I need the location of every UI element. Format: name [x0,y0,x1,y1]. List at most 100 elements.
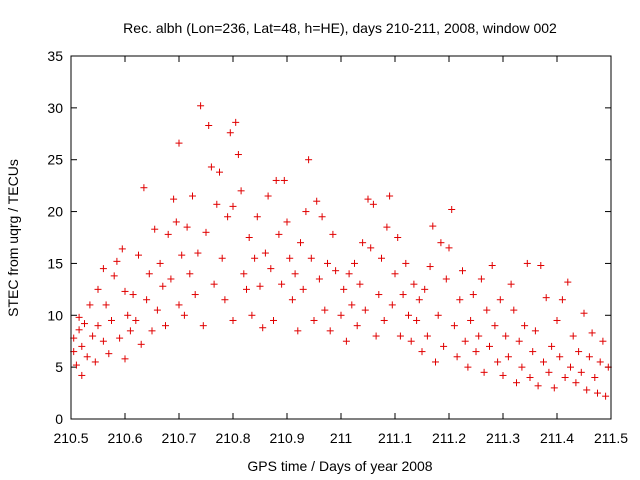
data-point [194,249,202,257]
data-point [510,306,518,314]
data-point [110,272,118,280]
data-point [353,322,361,330]
data-point [318,213,326,221]
data-point [307,254,315,262]
y-tick-label: 30 [47,100,63,116]
data-point [221,296,229,304]
data-point [183,223,191,231]
data-point [213,200,221,208]
data-point [315,275,323,283]
data-point [199,322,207,330]
data-point [572,379,580,387]
data-point [124,311,132,319]
data-point [526,374,534,382]
data-point [556,353,564,361]
data-point [596,358,604,366]
data-point [491,322,499,330]
data-point [361,306,369,314]
data-point [383,223,391,231]
data-point [234,151,242,159]
data-point [480,368,488,376]
data-point [342,337,350,345]
data-point [594,389,601,397]
y-tick-label: 20 [47,204,63,220]
data-point [386,192,394,200]
data-point [351,259,358,267]
data-point [91,358,99,366]
data-point [434,311,442,319]
data-point [467,316,475,324]
data-point [121,287,129,295]
data-point [550,384,558,392]
data-point [83,353,91,361]
data-point [108,316,115,324]
data-point [113,257,121,265]
data-point [380,316,388,324]
data-point [348,301,356,309]
data-point [164,230,172,238]
data-point [210,280,218,288]
data-point [167,275,175,283]
data-point [580,309,588,317]
data-point [116,334,124,342]
data-point [151,225,159,233]
data-point [267,265,275,273]
data-point [413,316,421,324]
data-point [340,285,348,293]
data-point [270,316,277,324]
data-point [464,363,472,371]
x-tick-label: 210.6 [107,430,142,446]
data-point [453,353,461,361]
data-point [378,254,385,262]
data-point [394,234,402,241]
data-point [456,296,464,304]
data-point [78,371,86,379]
data-point [264,192,272,200]
data-point [591,374,599,382]
data-point [310,316,318,324]
data-point [302,208,310,216]
data-point [118,245,126,253]
data-point [391,270,399,278]
data-point [153,306,161,314]
data-point [407,337,415,345]
data-point [372,332,380,340]
data-point [448,205,456,213]
y-tick-label: 5 [55,359,63,375]
data-point [518,363,526,371]
data-point [504,353,512,361]
data-point [405,311,412,319]
data-point [534,382,542,390]
data-point [502,332,510,340]
data-point [259,324,267,332]
data-point [286,254,294,262]
data-point [585,353,593,361]
y-tick-label: 0 [55,411,63,427]
data-point [459,267,466,275]
data-point [488,262,496,270]
data-point [475,332,483,340]
data-point [496,296,504,304]
data-point [89,332,97,340]
data-point [442,275,450,283]
data-point [577,368,585,376]
x-tick-label: 210.9 [269,430,304,446]
data-point [175,139,183,147]
data-point [275,230,283,238]
data-point [207,163,215,171]
data-point [529,348,537,356]
x-tick-label: 211 [330,430,353,446]
data-point [205,121,213,129]
data-point [202,228,210,236]
data-point [197,102,205,110]
data-point [178,251,186,259]
data-point [507,280,515,288]
data-point [135,251,142,259]
data-point [326,327,334,335]
data-point [332,267,340,275]
data-point [186,270,194,278]
data-point [243,285,250,293]
data-point [396,332,404,340]
data-point [426,263,434,271]
